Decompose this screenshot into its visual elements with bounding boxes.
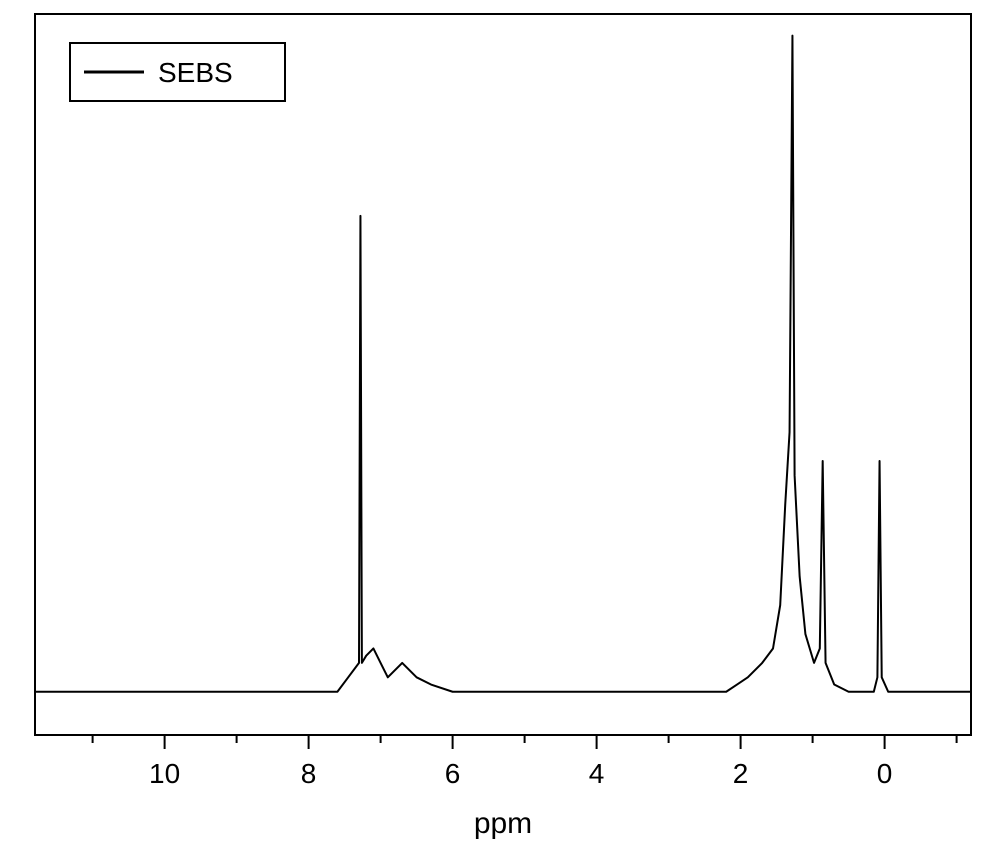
x-axis-label: ppm — [474, 807, 532, 840]
x-tick-label: 8 — [301, 758, 317, 789]
nmr-spectrum-chart: 0 2 4 6 8 10 ppm SEBS — [0, 0, 1000, 862]
x-tick-label: 10 — [149, 758, 180, 789]
x-tick-label: 0 — [877, 758, 893, 789]
chart-svg: 0 2 4 6 8 10 ppm SEBS — [0, 0, 1000, 862]
legend-item-label: SEBS — [158, 57, 233, 88]
x-tick-label: 4 — [589, 758, 605, 789]
x-tick-label: 2 — [733, 758, 749, 789]
x-tick-label: 6 — [445, 758, 461, 789]
